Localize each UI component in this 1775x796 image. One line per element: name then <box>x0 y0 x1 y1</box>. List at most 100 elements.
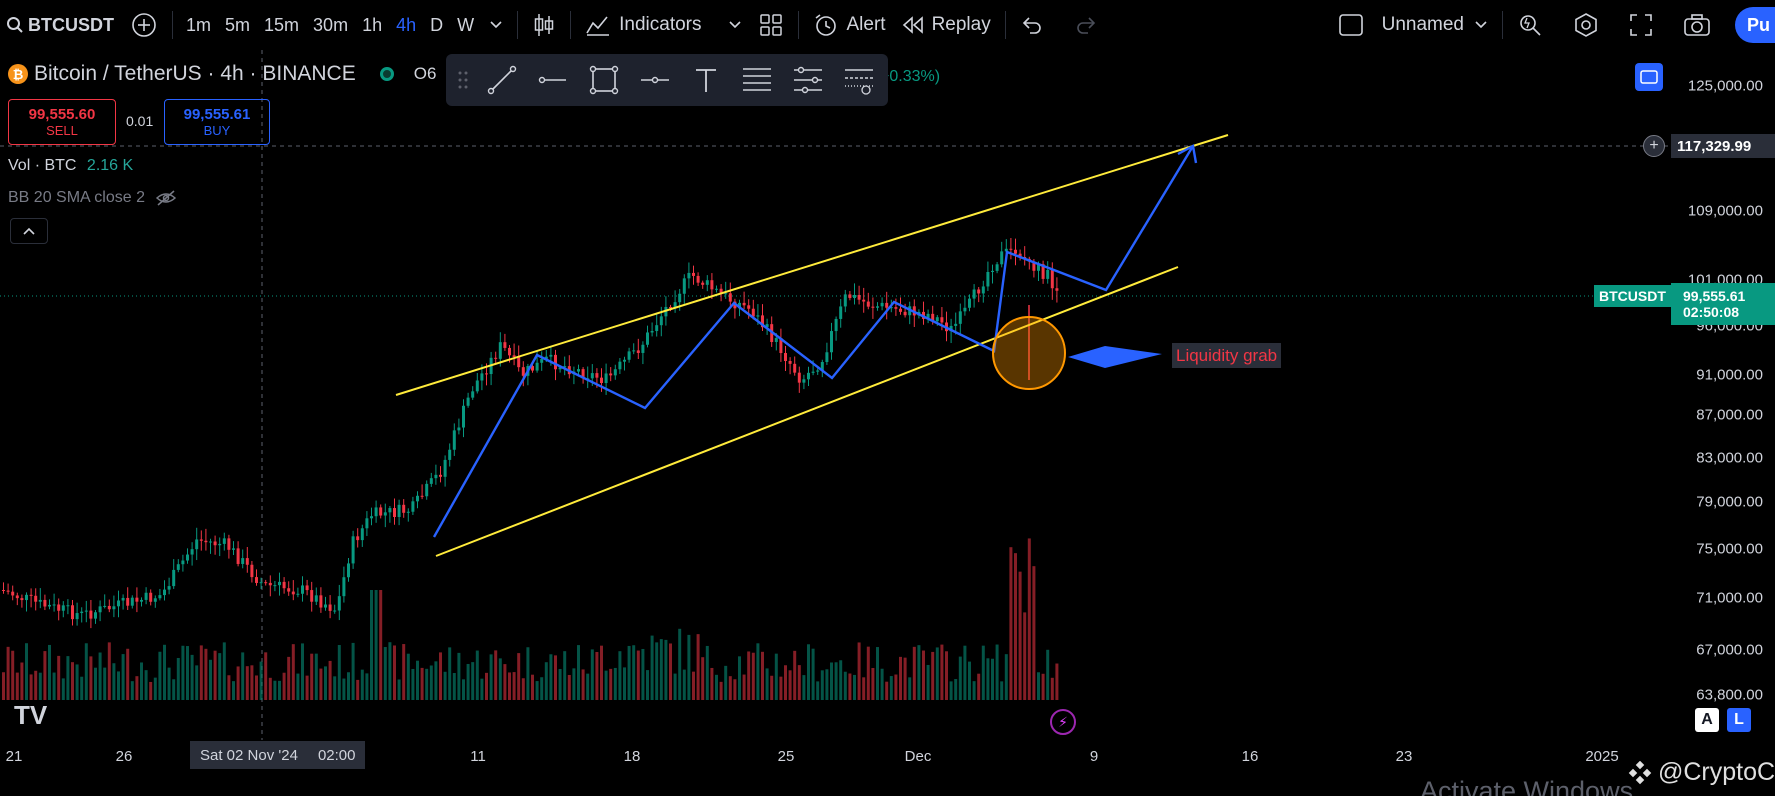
text-tool[interactable] <box>680 60 731 100</box>
volume-bar <box>388 642 392 700</box>
alert-button[interactable]: Alert <box>805 0 894 50</box>
legend-title: Bitcoin / TetherUS · 4h · BINANCE <box>34 62 356 85</box>
indicators-button[interactable]: Indicators <box>577 0 749 50</box>
chart-canvas[interactable] <box>0 50 1670 740</box>
volume-bar <box>669 643 672 700</box>
volume-bar <box>397 679 401 700</box>
fib-retracement-tool[interactable] <box>731 60 782 100</box>
candle-body <box>287 588 291 592</box>
candle-body <box>342 577 346 597</box>
candle-body <box>650 331 654 333</box>
volume-bar <box>876 647 879 700</box>
candle-body <box>98 606 102 613</box>
candle-body <box>314 595 318 602</box>
volume-bar <box>991 658 994 700</box>
crosshair-date: Sat 02 Nov '24 <box>200 746 298 764</box>
volume-bar <box>618 651 622 700</box>
volume-bar <box>66 656 70 700</box>
volume-bar <box>899 656 902 700</box>
chart-type-button[interactable] <box>524 0 564 50</box>
candle-body <box>595 373 599 378</box>
candle-body <box>627 351 631 360</box>
buy-button[interactable]: 99,555.61 BUY <box>164 99 270 145</box>
compare-button[interactable] <box>122 0 166 50</box>
volume-legend[interactable]: Vol · BTC 2.16 K <box>8 157 133 175</box>
candle-body <box>563 366 567 368</box>
candle-body <box>34 595 38 602</box>
drawings[interactable] <box>395 134 1229 557</box>
horizontal-line-point-tool[interactable] <box>629 60 680 100</box>
maximize-pane-button[interactable] <box>1635 63 1663 91</box>
timeframe-4h[interactable]: 4h <box>396 14 417 35</box>
candle-body <box>738 302 741 309</box>
volume-bar <box>687 634 691 700</box>
timeframe-1m[interactable]: 1m <box>186 14 212 35</box>
horizontal-line-tool[interactable] <box>527 60 578 100</box>
volume-bar <box>793 650 797 700</box>
chart-pane[interactable] <box>0 50 1670 740</box>
liquidity-grab-label[interactable]: Liquidity grab <box>1172 343 1282 368</box>
volume-bar <box>567 674 571 700</box>
candle-body <box>153 598 157 602</box>
fullscreen-button[interactable] <box>1621 0 1661 50</box>
candle-body <box>199 539 203 541</box>
timeframe-1h[interactable]: 1h <box>362 14 383 35</box>
replay-button[interactable]: Replay <box>894 0 999 50</box>
settings-lines-tool[interactable] <box>833 60 884 100</box>
undo-button[interactable] <box>1012 0 1052 50</box>
fullscreen-icon <box>1630 14 1652 36</box>
candle-body <box>834 318 838 332</box>
volume-bar <box>517 653 521 700</box>
volume-bar <box>972 681 976 700</box>
candle-body <box>324 604 327 608</box>
timeframe-dropdown[interactable] <box>481 0 511 50</box>
trend-line-tool[interactable] <box>476 60 527 100</box>
templates-button[interactable] <box>750 0 792 50</box>
timeframe-30m[interactable]: 30m <box>313 14 349 35</box>
log-scale-button[interactable]: L <box>1727 708 1751 732</box>
bollinger-legend[interactable]: BB 20 SMA close 2 <box>8 189 177 207</box>
lightning-icon[interactable]: ⚡ <box>1050 709 1076 735</box>
drag-handle-icon[interactable] <box>456 68 470 92</box>
zigzag-arrowhead <box>1177 144 1198 164</box>
collapse-legend-button[interactable] <box>10 218 48 244</box>
sell-button[interactable]: 99,555.60 SELL <box>8 99 116 145</box>
volume-bar <box>954 679 958 700</box>
auto-scale-button[interactable]: A <box>1695 708 1719 732</box>
pitchfork-tool[interactable] <box>782 60 833 100</box>
candle-body <box>793 363 797 373</box>
time-axis[interactable]: 21 26 11 18 25 Dec 9 16 23 2025 Sat 02 N… <box>0 740 1775 770</box>
volume-bar <box>535 681 539 700</box>
candle-body <box>291 591 295 595</box>
timeframe-d[interactable]: D <box>430 14 444 35</box>
candle-body <box>940 317 944 323</box>
volume-bar <box>595 651 599 700</box>
redo-button[interactable] <box>1066 0 1106 50</box>
candle-body <box>843 294 847 307</box>
eye-hidden-icon[interactable] <box>155 190 177 206</box>
quick-search-button[interactable] <box>1509 0 1551 50</box>
symbol-legend[interactable]: ₿ Bitcoin / TetherUS · 4h · BINANCE O6 <box>8 62 436 86</box>
tradingview-logo[interactable]: TV <box>14 700 48 730</box>
timeframe-5m[interactable]: 5m <box>225 14 251 35</box>
volume-bar <box>471 662 475 700</box>
last-price-value: 99,555.61 <box>1683 288 1746 304</box>
timeframe-15m[interactable]: 15m <box>264 14 300 35</box>
candle-body <box>61 605 65 611</box>
volume-bar <box>1046 649 1050 700</box>
candle-body <box>388 508 392 513</box>
snapshot-button[interactable] <box>1675 0 1719 50</box>
volume-bar <box>181 645 185 700</box>
time-tick: 18 <box>623 748 641 765</box>
add-alert-plus-button[interactable]: + <box>1643 135 1665 157</box>
timeframe-w[interactable]: W <box>457 14 475 35</box>
candle-body <box>466 397 470 406</box>
symbol-search[interactable]: BTCUSDT <box>0 0 122 50</box>
candle-body <box>425 483 429 497</box>
time-tick: 11 <box>470 748 486 765</box>
candle-body <box>636 350 640 353</box>
rectangle-tool[interactable] <box>578 60 629 100</box>
layout-menu[interactable]: Unnamed <box>1330 0 1496 50</box>
settings-button[interactable] <box>1565 0 1607 50</box>
publish-button[interactable]: Pu <box>1735 7 1775 43</box>
